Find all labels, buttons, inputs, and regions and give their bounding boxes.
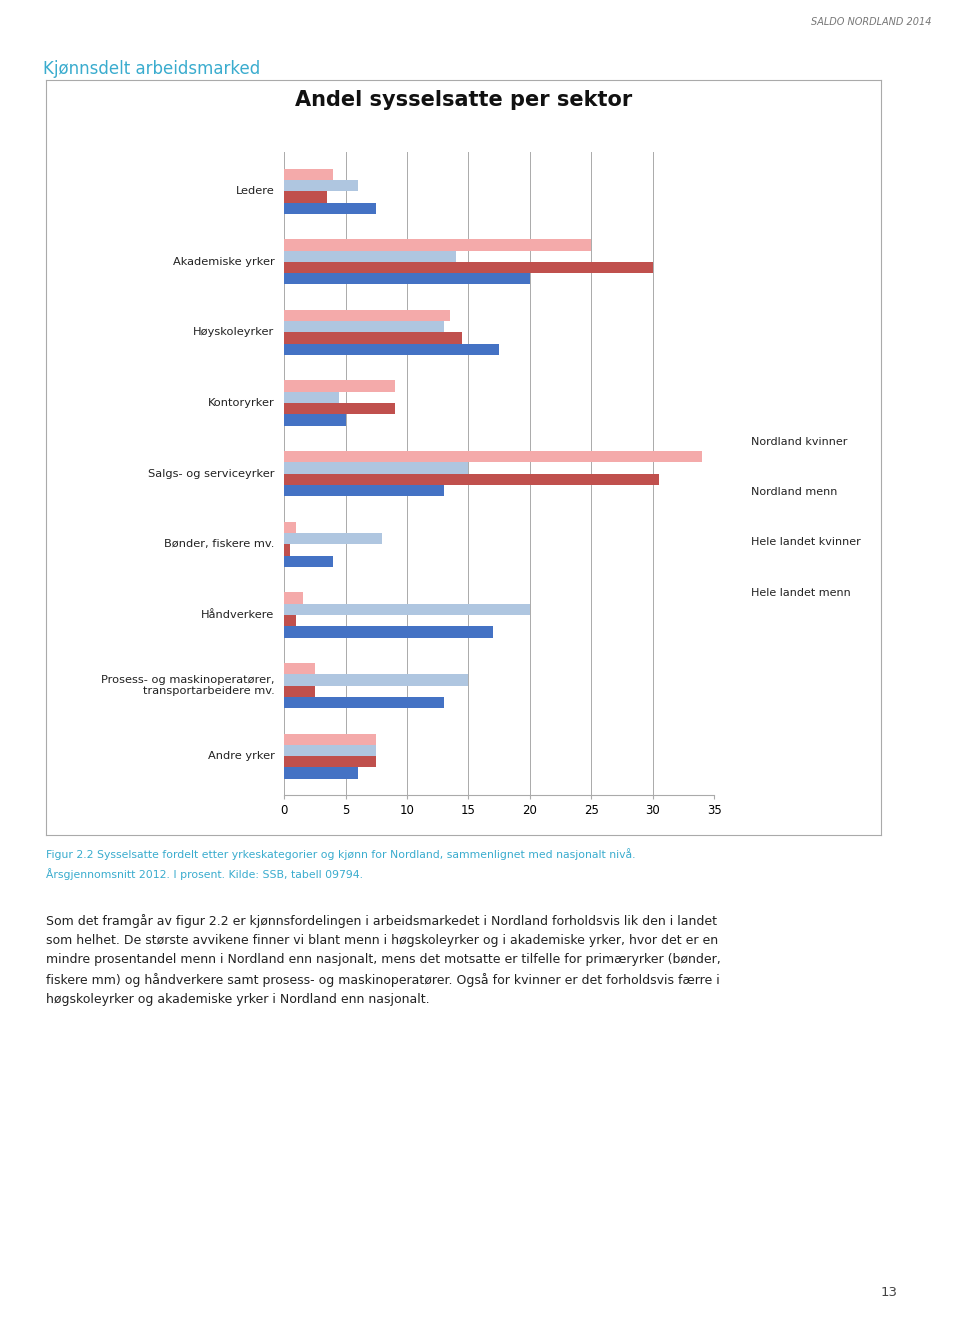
Text: Årsgjennomsnitt 2012. I prosent. Kilde: SSB, tabell 09794.: Årsgjennomsnitt 2012. I prosent. Kilde: … xyxy=(46,868,363,880)
Text: Figur 2.2 Sysselsatte fordelt etter yrkeskategorier og kjønn for Nordland, samme: Figur 2.2 Sysselsatte fordelt etter yrke… xyxy=(46,848,636,860)
Bar xyxy=(284,273,530,285)
Text: Salgs- og serviceyrker: Salgs- og serviceyrker xyxy=(148,469,275,478)
Text: Bønder, fiskere mv.: Bønder, fiskere mv. xyxy=(164,539,275,550)
Bar xyxy=(284,474,659,485)
Bar xyxy=(284,451,702,462)
Bar xyxy=(284,203,376,213)
Text: Hele landet kvinner: Hele landet kvinner xyxy=(751,537,860,547)
Bar xyxy=(284,310,450,321)
Bar xyxy=(284,555,333,567)
Bar xyxy=(284,604,530,615)
Bar xyxy=(284,745,376,757)
Bar xyxy=(284,250,456,262)
Text: SALDO NORDLAND 2014: SALDO NORDLAND 2014 xyxy=(810,17,931,26)
Bar xyxy=(284,697,444,708)
Text: Ledere: Ledere xyxy=(236,187,275,196)
Text: Som det framgår av figur 2.2 er kjønnsfordelingen i arbeidsmarkedet i Nordland f: Som det framgår av figur 2.2 er kjønnsfo… xyxy=(46,914,721,1006)
Bar xyxy=(284,757,376,767)
Bar xyxy=(284,403,395,415)
Bar xyxy=(284,662,315,674)
Bar xyxy=(284,321,444,333)
Bar xyxy=(284,240,591,250)
Bar xyxy=(284,522,297,533)
Text: Høyskoleyrker: Høyskoleyrker xyxy=(193,327,275,338)
Bar xyxy=(284,462,468,474)
Bar xyxy=(284,168,333,180)
Bar xyxy=(284,392,340,403)
Text: Akademiske yrker: Akademiske yrker xyxy=(173,257,275,266)
Bar xyxy=(284,415,346,425)
Text: Nordland kvinner: Nordland kvinner xyxy=(751,436,847,447)
Bar xyxy=(284,734,376,745)
Text: Andre yrker: Andre yrker xyxy=(207,751,275,761)
Bar xyxy=(284,627,492,637)
Bar xyxy=(284,333,462,343)
Bar xyxy=(284,180,358,191)
Bar xyxy=(284,262,653,273)
Bar xyxy=(284,533,382,545)
Text: Andel sysselsatte per sektor: Andel sysselsatte per sektor xyxy=(295,90,633,110)
Bar xyxy=(284,592,302,604)
Bar xyxy=(284,343,499,355)
Bar xyxy=(284,380,395,392)
Text: 13: 13 xyxy=(880,1285,898,1298)
Bar xyxy=(284,767,358,779)
Text: Kjønnsdelt arbeidsmarked: Kjønnsdelt arbeidsmarked xyxy=(43,60,260,78)
Bar xyxy=(284,191,327,203)
Text: Kontoryrker: Kontoryrker xyxy=(207,398,275,408)
Bar xyxy=(284,485,444,497)
Bar xyxy=(284,674,468,685)
Text: Hele landet menn: Hele landet menn xyxy=(751,587,851,598)
Bar xyxy=(284,615,297,627)
Text: Prosess- og maskinoperatører,
transportarbeidere mv.: Prosess- og maskinoperatører, transporta… xyxy=(101,674,275,697)
Text: Håndverkere: Håndverkere xyxy=(202,610,275,620)
Bar xyxy=(284,685,315,697)
Bar xyxy=(284,545,290,555)
Text: Nordland menn: Nordland menn xyxy=(751,486,837,497)
